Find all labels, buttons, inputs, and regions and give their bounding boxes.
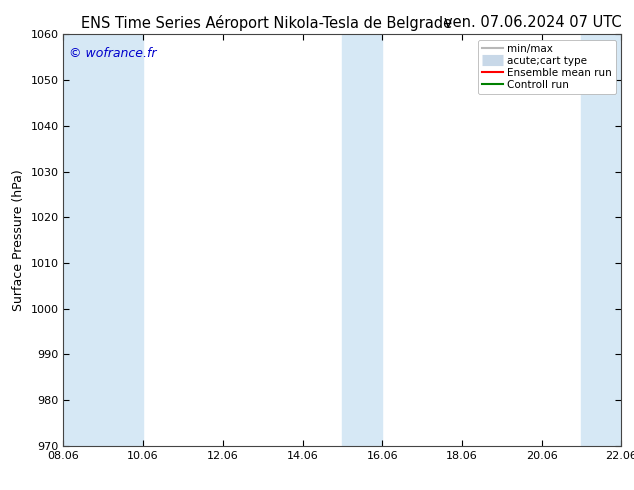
Bar (342, 34, 382, 446)
Text: © wofrance.fr: © wofrance.fr (69, 47, 157, 60)
Bar (581, 34, 621, 446)
Text: ven. 07.06.2024 07 UTC: ven. 07.06.2024 07 UTC (444, 15, 621, 30)
Legend: min/max, acute;cart type, Ensemble mean run, Controll run: min/max, acute;cart type, Ensemble mean … (478, 40, 616, 94)
Bar (63, 34, 103, 446)
Y-axis label: Surface Pressure (hPa): Surface Pressure (hPa) (12, 169, 25, 311)
Bar (103, 34, 143, 446)
Text: ENS Time Series Aéroport Nikola-Tesla de Belgrade: ENS Time Series Aéroport Nikola-Tesla de… (81, 15, 452, 31)
